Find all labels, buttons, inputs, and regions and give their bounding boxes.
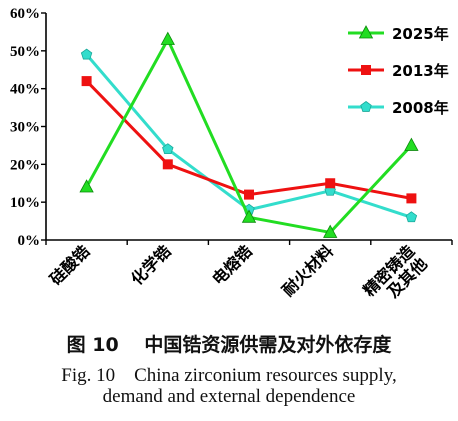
data-point [325, 178, 336, 189]
y-tick-label: 40% [10, 82, 40, 98]
y-tick-label: 10% [10, 195, 40, 211]
data-point [241, 209, 257, 223]
y-tick-label: 30% [10, 120, 40, 136]
legend-label: 2008年 [392, 99, 449, 117]
x-tick-label: 耐火材料 [278, 241, 337, 300]
x-tick-label: 精密铸造及其他 [360, 241, 432, 313]
data-point [80, 48, 93, 60]
data-point [81, 76, 92, 87]
y-tick-label: 0% [18, 233, 41, 249]
legend-marker [358, 25, 374, 39]
legend-label: 2013年 [392, 62, 449, 80]
data-point [323, 224, 338, 238]
y-tick-label: 60% [10, 6, 40, 22]
line-chart: 0% 10% 20% 30% 40% 50% 60% 硅酸锆 化学锆 电熔锆 耐火材料 精密铸造及其他… [10, 6, 453, 313]
figure-caption-en-line1: Fig. 10 China zirconium resources supply… [61, 365, 397, 386]
data-point [406, 193, 417, 204]
y-tick-label: 50% [10, 44, 40, 60]
data-point [405, 211, 418, 223]
legend-marker [360, 101, 372, 112]
legend-label: 2025年 [392, 25, 449, 43]
y-tick-label: 20% [10, 157, 40, 173]
data-point [244, 189, 254, 200]
data-point [404, 137, 419, 151]
x-tick-label: 化学锆 [127, 241, 174, 288]
x-tick-label: 电熔锆 [208, 241, 255, 288]
data-point [79, 179, 94, 193]
data-point [162, 143, 174, 155]
figure-caption-en-line2: demand and external dependence [102, 386, 356, 407]
legend-marker [361, 65, 371, 75]
x-tick-label: 硅酸锆 [46, 241, 93, 288]
data-point [160, 31, 175, 45]
figure-caption-zh: 图 10 中国锆资源供需及对外依存度 [66, 334, 392, 356]
data-point [162, 159, 173, 170]
